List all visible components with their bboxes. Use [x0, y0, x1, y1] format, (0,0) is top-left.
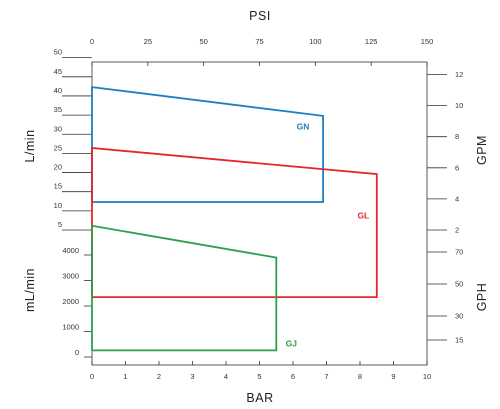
right-lower-tick-label: 30 [455, 312, 463, 321]
series-gl-line [91, 147, 378, 298]
series-gl-label: GL [357, 211, 369, 221]
bottom-axis-title: BAR [246, 391, 273, 405]
top-tick-label: 50 [199, 37, 207, 46]
left-lower-axis-title: mL/min [23, 268, 37, 312]
right-lower-axis-title: GPH [475, 283, 489, 312]
series-gj-line [91, 224, 278, 352]
series-layer: GN GL GJ [91, 86, 378, 352]
right-upper-tick-label: 2 [455, 226, 459, 235]
left-upper-tick-label: 40 [54, 86, 62, 95]
bottom-tick-label: 2 [157, 372, 161, 381]
top-tick-label: 125 [365, 37, 378, 46]
left-upper-tick-label: 30 [54, 124, 62, 133]
left-lower-tick-label: 0 [75, 348, 79, 357]
left-upper-tick-label: 10 [54, 201, 62, 210]
top-tick-label: 0 [90, 37, 94, 46]
right-lower-tick-label: 15 [455, 336, 463, 345]
bottom-tick-label: 3 [190, 372, 194, 381]
bottom-tick-label: 4 [224, 372, 228, 381]
top-tick-label: 25 [144, 37, 152, 46]
series-gn-line [91, 86, 324, 203]
right-upper-tick-label: 12 [455, 70, 463, 79]
bottom-tick-label: 6 [291, 372, 295, 381]
top-axis-title: PSI [249, 9, 271, 23]
left-upper-tick-label: 45 [54, 67, 62, 76]
right-upper-tick-label: 8 [455, 132, 459, 141]
series-gn-label: GN [297, 122, 310, 132]
left-lower-tick-label: 3000 [62, 272, 79, 281]
left-upper-axis-title: L/min [23, 129, 37, 162]
right-upper-tick-label: 4 [455, 194, 459, 203]
left-lower-tick-label: 2000 [62, 297, 79, 306]
left-lower-tick-label: 4000 [62, 246, 79, 255]
left-upper-tick-label: 50 [54, 48, 62, 57]
right-lower-tick-label: 50 [455, 280, 463, 289]
right-upper-tick-label: 10 [455, 101, 463, 110]
bottom-tick-label: 8 [358, 372, 362, 381]
right-lower-tick-label: 70 [455, 248, 463, 257]
left-lower-tick-label: 1000 [62, 323, 79, 332]
left-upper-tick-label: 15 [54, 182, 62, 191]
bottom-tick-label: 0 [90, 372, 94, 381]
bottom-tick-label: 9 [391, 372, 395, 381]
left-upper-tick-label: 25 [54, 143, 62, 152]
left-upper-tick-label: 35 [54, 105, 62, 114]
right-upper-axis-title: GPM [475, 135, 489, 165]
bottom-tick-label: 1 [123, 372, 127, 381]
left-upper-tick-label: 20 [54, 163, 62, 172]
series-gj-label: GJ [286, 338, 298, 348]
bottom-tick-label: 7 [324, 372, 328, 381]
bottom-tick-label: 10 [423, 372, 431, 381]
top-tick-label: 150 [421, 37, 434, 46]
right-upper-tick-label: 6 [455, 163, 459, 172]
top-tick-label: 100 [309, 37, 322, 46]
bottom-tick-label: 5 [257, 372, 261, 381]
left-upper-tick-label: 5 [58, 220, 62, 229]
top-tick-label: 75 [255, 37, 263, 46]
